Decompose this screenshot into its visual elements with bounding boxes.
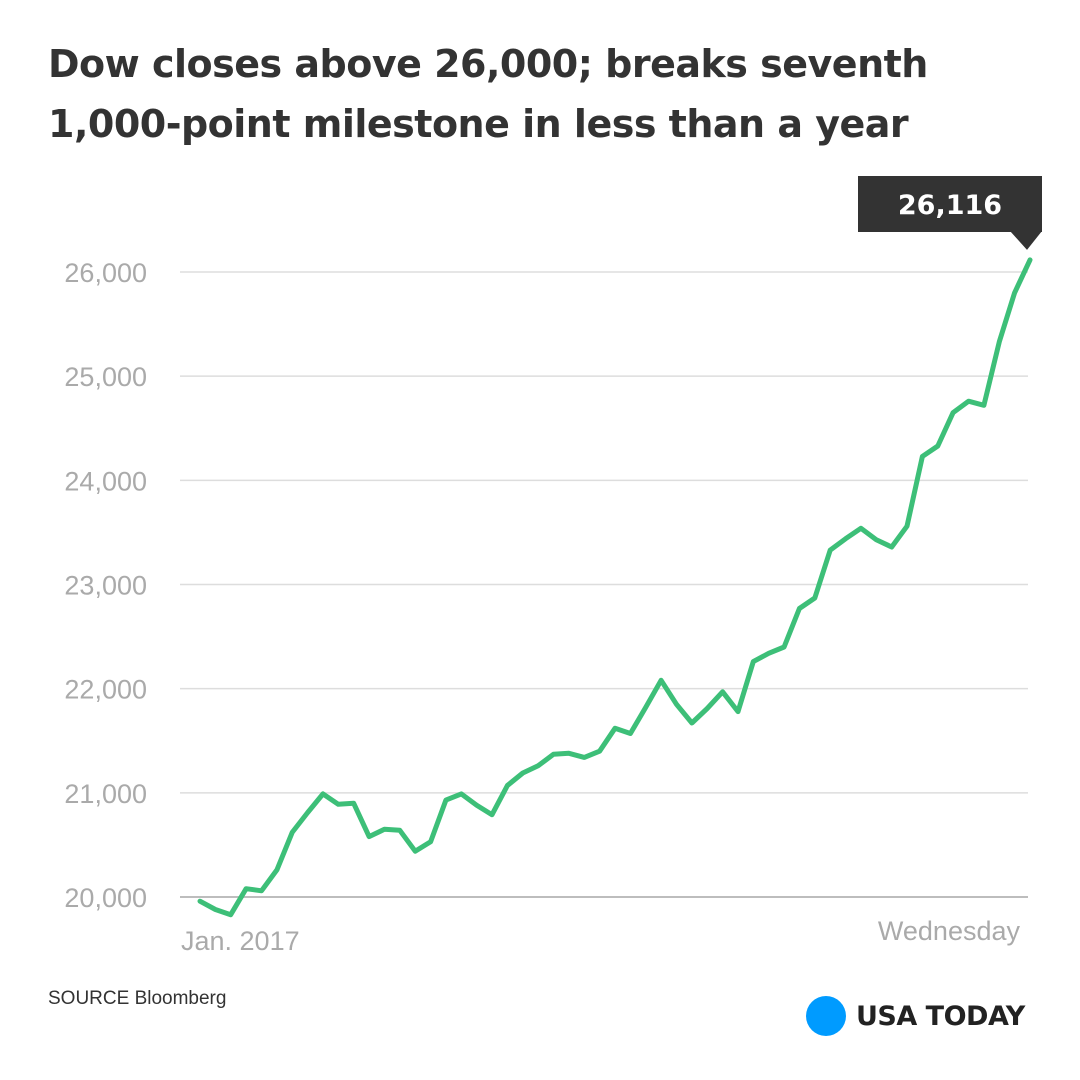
chart-title-line-1: Dow closes above 26,000; breaks seventh bbox=[48, 42, 928, 86]
y-tick-label: 21,000 bbox=[64, 779, 147, 809]
gridlines bbox=[180, 271, 1028, 898]
chart-title: Dow closes above 26,000; breaks seventh … bbox=[48, 34, 1038, 154]
chart-title-line-2: 1,000-point milestone in less than a yea… bbox=[48, 102, 909, 146]
value-callout: 26,116 bbox=[858, 176, 1042, 250]
brand-name: USA TODAY bbox=[856, 1000, 1025, 1032]
brand-logo: USA TODAY bbox=[806, 996, 1025, 1036]
y-tick-label: 22,000 bbox=[64, 675, 147, 705]
y-tick-label: 20,000 bbox=[64, 883, 147, 913]
x-axis-start-label: Jan. 2017 bbox=[181, 926, 300, 956]
callout-box bbox=[858, 176, 1042, 232]
y-tick-label: 23,000 bbox=[64, 571, 147, 601]
brand-dot-icon bbox=[806, 996, 846, 1036]
dow-series-line bbox=[197, 257, 1033, 918]
callout-value-label: 26,116 bbox=[898, 190, 1002, 221]
y-axis-tick-labels: 20,000 21,000 22,000 23,000 24,000 25,000 26,0… bbox=[64, 258, 147, 913]
y-tick-label: 24,000 bbox=[64, 466, 147, 496]
x-axis-end-label: Wednesday bbox=[878, 916, 1021, 946]
callout-pointer bbox=[1010, 231, 1042, 250]
source-note: SOURCE Bloomberg bbox=[48, 988, 227, 1009]
y-tick-label: 25,000 bbox=[64, 362, 147, 392]
y-tick-label: 26,000 bbox=[64, 258, 147, 288]
